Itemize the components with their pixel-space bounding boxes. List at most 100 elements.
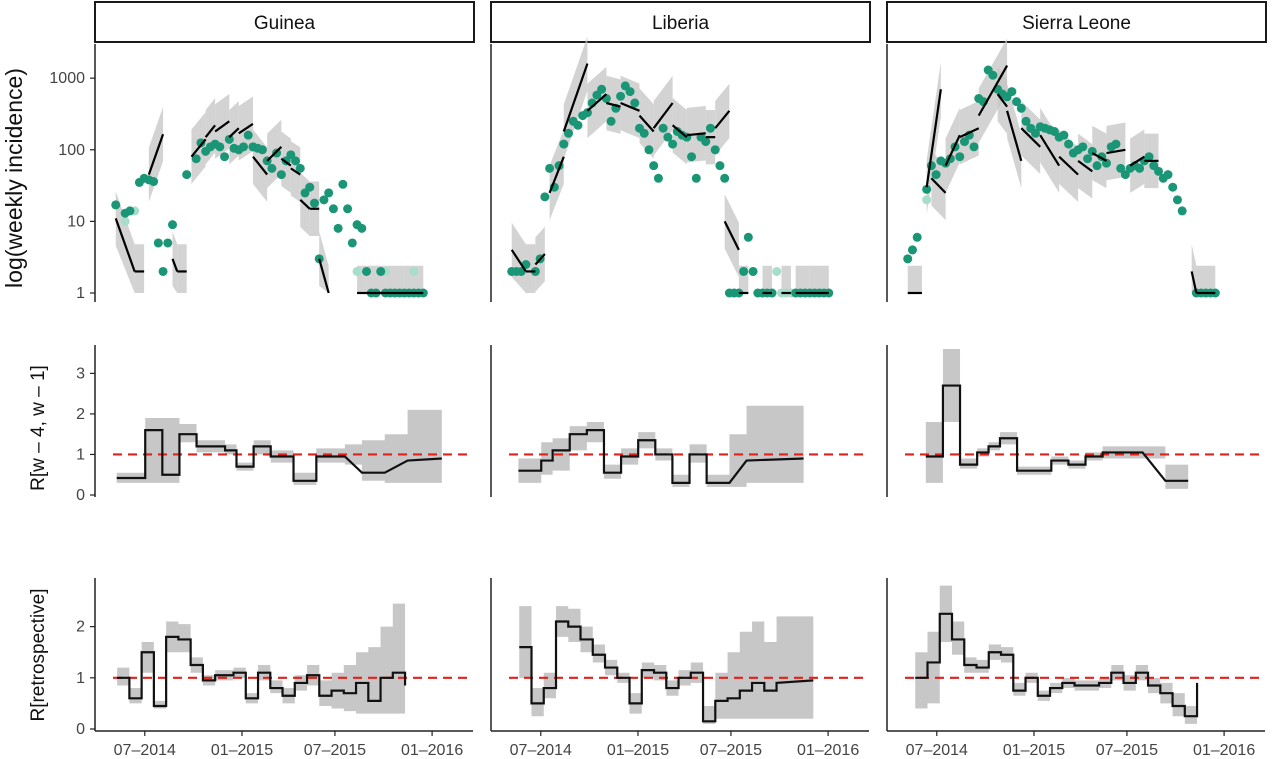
fit-segment [252,156,269,176]
data-point [324,188,334,198]
fit-segment [1020,127,1041,148]
imputed-point [352,266,362,276]
data-point [540,192,550,202]
data-point [705,123,715,133]
r-estimate-line [117,635,407,708]
r-estimate-line [519,620,814,723]
r-estimate-line [925,384,1189,482]
x-tick-label: 01–2015 [211,742,273,759]
fit-segment [1077,159,1093,173]
fit-segment [299,199,311,210]
r-estimate-line [116,429,442,482]
fit-segment [266,146,283,162]
x-tick-label: 07–2014 [114,742,176,759]
confidence-band [915,585,1198,724]
data-point [338,179,348,189]
data-point [295,163,305,173]
data-point [158,266,168,276]
fit-segment [548,156,565,194]
data-point [1012,97,1022,107]
imputed-point [922,195,932,205]
fit-segment [1091,152,1108,162]
y-tick-label: 2 [76,406,85,423]
confidence-band [177,244,187,293]
data-point [922,184,932,194]
data-point [545,163,555,173]
confidence-band [404,265,424,293]
data-point [564,128,574,138]
data-point [191,154,201,164]
fit-segment [562,63,589,132]
data-point [715,161,725,171]
fit-segment [723,220,740,251]
data-point [1078,142,1088,152]
fit-segment [925,89,942,188]
fit-segment [606,101,621,108]
y-tick-label: 1 [76,446,85,463]
fit-segment [147,133,165,175]
data-point [1092,161,1102,171]
fit-segment [1129,155,1145,167]
y-tick-label: 100 [58,142,85,159]
data-point [1172,195,1182,205]
fit-segment [1190,271,1198,294]
fit-segment [238,122,254,135]
x-tick-label: 01–2016 [401,742,463,759]
panel-r-retrospective-sierra-leone: 07–2014 01–2015 07–2015 01–2016 [886,578,1265,759]
x-tick-label: 07–2014 [510,742,572,759]
imputed-point [772,266,782,276]
data-point [125,206,135,216]
data-point [668,139,678,149]
facet-strip-guinea [94,1,475,43]
panel-r-window-guinea: 0 1 2 3 [76,345,469,504]
data-point [1144,152,1154,162]
confidence-band [518,405,804,487]
y-axis-title-r-window: R[w – 4, w – 1] [28,365,49,491]
data-point [1168,182,1178,192]
data-point [653,173,663,183]
data-point [907,245,917,255]
fit-segment [228,127,240,138]
data-point [182,170,192,180]
data-point [1135,163,1145,173]
panel-r-window-liberia [490,345,865,497]
data-point [1021,116,1031,126]
confidence-band [117,603,406,714]
data-point [644,145,654,155]
data-point [243,130,253,140]
data-point [1059,130,1069,140]
data-point [606,116,616,126]
data-point [357,223,367,233]
confidence-band [385,265,405,293]
data-point [559,139,569,149]
confidence-band [795,265,810,293]
data-point [305,182,315,192]
fit-segment [290,167,301,176]
confidence-band [319,231,329,293]
fit-segment [652,102,674,129]
data-point [931,170,941,180]
data-point [639,128,649,138]
data-point [376,266,386,276]
data-point [276,170,286,180]
y-tick-label: 3 [76,365,85,382]
data-point [988,70,998,80]
data-point [748,266,758,276]
data-point [309,198,319,208]
data-point [739,266,749,276]
y-axis-titles: log(weekly incidence) R[w – 4, w – 1] R[… [1,68,49,721]
y-tick-label: 1 [76,285,85,302]
confidence-band [809,265,829,293]
confidence-band [519,606,814,724]
confidence-band [925,349,1189,489]
fit-segment [534,253,546,266]
data-point [630,98,640,108]
fit-segment [114,218,136,272]
fit-segment [959,127,980,139]
data-point [196,138,206,148]
data-point [153,238,163,248]
fit-segment [671,124,688,139]
data-point [582,108,592,118]
confidence-band [525,244,536,293]
